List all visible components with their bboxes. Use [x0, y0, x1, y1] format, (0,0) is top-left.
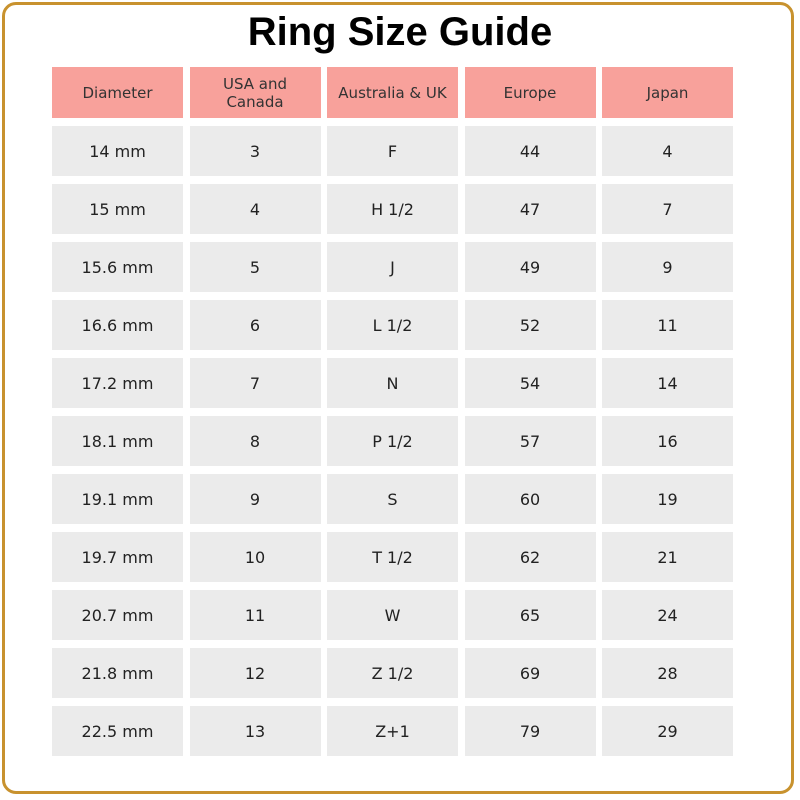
table-cell: 12 [189, 648, 321, 698]
column-header: USA and Canada [189, 67, 321, 118]
table-cell: 16 [602, 416, 733, 466]
table-cell: 18.1 mm [52, 416, 183, 466]
table-cell: 8 [189, 416, 321, 466]
table-cell: 19 [602, 474, 733, 524]
column-header: Japan [602, 67, 733, 118]
table-cell: 44 [464, 126, 596, 176]
column-header: Diameter [52, 67, 183, 118]
table-cell: 13 [189, 706, 321, 756]
table-cell: 22.5 mm [52, 706, 183, 756]
table-cell: 14 mm [52, 126, 183, 176]
table-cell: 19.1 mm [52, 474, 183, 524]
table-cell: 57 [464, 416, 596, 466]
ring-size-table: Diameter USA and Canada Australia & UK Euro… [52, 67, 733, 756]
table-cell: 24 [602, 590, 733, 640]
table-cell: 29 [602, 706, 733, 756]
table-cell: 79 [464, 706, 596, 756]
table-cell: 15 mm [52, 184, 183, 234]
table-cell: 10 [189, 532, 321, 582]
table-cell: F [327, 126, 458, 176]
table-cell: 21 [602, 532, 733, 582]
table-cell: 11 [189, 590, 321, 640]
table-cell: L 1/2 [327, 300, 458, 350]
table-cell: 47 [464, 184, 596, 234]
table-cell: 5 [189, 242, 321, 292]
table-cell: W [327, 590, 458, 640]
table-cell: 69 [464, 648, 596, 698]
table-cell: 11 [602, 300, 733, 350]
table-cell: J [327, 242, 458, 292]
table-cell: 4 [602, 126, 733, 176]
table-cell: 19.7 mm [52, 532, 183, 582]
table-cell: 3 [189, 126, 321, 176]
table-cell: 54 [464, 358, 596, 408]
table-cell: 9 [602, 242, 733, 292]
table-cell: 60 [464, 474, 596, 524]
table-cell: 7 [189, 358, 321, 408]
column-header: Australia & UK [327, 67, 458, 118]
page-title: Ring Size Guide [247, 10, 553, 54]
table-cell: 52 [464, 300, 596, 350]
table-cell: 21.8 mm [52, 648, 183, 698]
table-cell: 65 [464, 590, 596, 640]
column-header: Europe [464, 67, 596, 118]
table-cell: 14 [602, 358, 733, 408]
table-cell: 6 [189, 300, 321, 350]
table-cell: Z+1 [327, 706, 458, 756]
table-cell: 17.2 mm [52, 358, 183, 408]
table-cell: S [327, 474, 458, 524]
table-cell: 49 [464, 242, 596, 292]
table-cell: 20.7 mm [52, 590, 183, 640]
table-cell: H 1/2 [327, 184, 458, 234]
table-cell: T 1/2 [327, 532, 458, 582]
table-cell: 7 [602, 184, 733, 234]
table-cell: 9 [189, 474, 321, 524]
table-cell: P 1/2 [327, 416, 458, 466]
table-cell: 28 [602, 648, 733, 698]
table-cell: 16.6 mm [52, 300, 183, 350]
table-cell: 15.6 mm [52, 242, 183, 292]
table-cell: 62 [464, 532, 596, 582]
table-cell: 4 [189, 184, 321, 234]
table-cell: Z 1/2 [327, 648, 458, 698]
table-cell: N [327, 358, 458, 408]
